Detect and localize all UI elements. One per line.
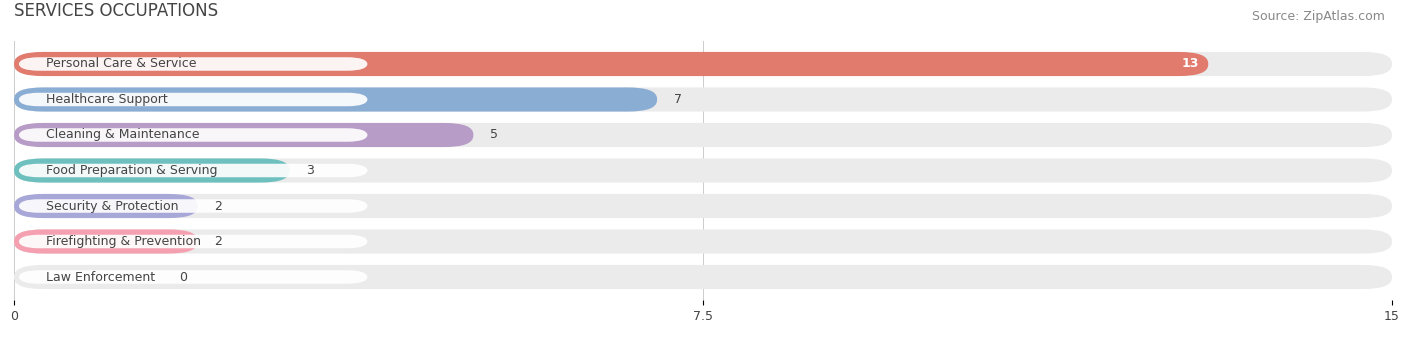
FancyBboxPatch shape <box>18 270 368 284</box>
Text: Food Preparation & Serving: Food Preparation & Serving <box>46 164 218 177</box>
FancyBboxPatch shape <box>14 159 1392 182</box>
FancyBboxPatch shape <box>14 87 1392 112</box>
FancyBboxPatch shape <box>18 199 368 213</box>
Text: 2: 2 <box>214 235 222 248</box>
FancyBboxPatch shape <box>14 265 1392 289</box>
FancyBboxPatch shape <box>14 159 290 182</box>
FancyBboxPatch shape <box>18 93 368 106</box>
Text: 3: 3 <box>307 164 314 177</box>
Text: Cleaning & Maintenance: Cleaning & Maintenance <box>46 129 200 142</box>
FancyBboxPatch shape <box>14 229 198 254</box>
FancyBboxPatch shape <box>18 57 368 71</box>
FancyBboxPatch shape <box>18 164 368 177</box>
FancyBboxPatch shape <box>14 123 1392 147</box>
Text: Security & Protection: Security & Protection <box>46 199 179 212</box>
Text: Source: ZipAtlas.com: Source: ZipAtlas.com <box>1251 10 1385 23</box>
FancyBboxPatch shape <box>14 229 1392 254</box>
Text: SERVICES OCCUPATIONS: SERVICES OCCUPATIONS <box>14 2 218 20</box>
FancyBboxPatch shape <box>14 194 198 218</box>
Text: 13: 13 <box>1181 58 1199 71</box>
FancyBboxPatch shape <box>18 128 368 142</box>
Text: 2: 2 <box>214 199 222 212</box>
FancyBboxPatch shape <box>14 194 1392 218</box>
FancyBboxPatch shape <box>18 235 368 248</box>
Text: 5: 5 <box>489 129 498 142</box>
Text: 0: 0 <box>180 270 187 283</box>
Text: Personal Care & Service: Personal Care & Service <box>46 58 197 71</box>
FancyBboxPatch shape <box>14 52 1392 76</box>
FancyBboxPatch shape <box>14 123 474 147</box>
Text: 7: 7 <box>673 93 682 106</box>
FancyBboxPatch shape <box>14 87 657 112</box>
FancyBboxPatch shape <box>14 52 1208 76</box>
Text: Firefighting & Prevention: Firefighting & Prevention <box>46 235 201 248</box>
Text: Healthcare Support: Healthcare Support <box>46 93 167 106</box>
Text: Law Enforcement: Law Enforcement <box>46 270 155 283</box>
